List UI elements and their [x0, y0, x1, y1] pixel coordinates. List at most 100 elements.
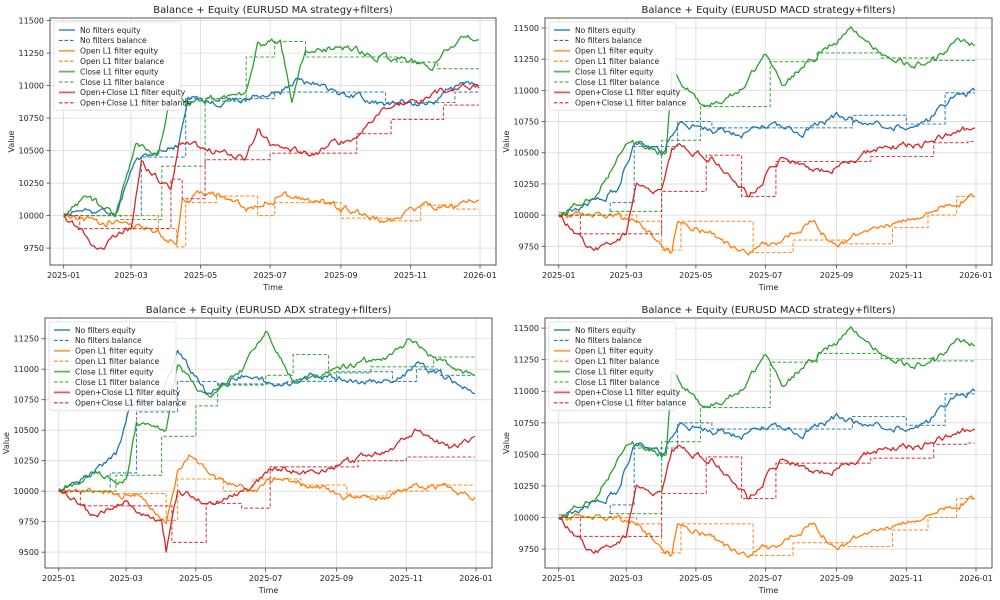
- legend-label: No filters balance: [75, 336, 142, 345]
- series-line-close-l1-filter-equity: [63, 34, 480, 218]
- x-tick-label: 2026-01: [459, 574, 492, 583]
- series-line-open-close-l1-filter-equity: [558, 427, 976, 554]
- y-tick-label: 9750: [519, 545, 539, 554]
- legend-item: No filters balance: [554, 36, 642, 45]
- x-tick-label: 2025-11: [394, 271, 427, 280]
- legend-label: Close L1 filter balance: [575, 378, 660, 387]
- x-tick-label: 2025-11: [890, 271, 923, 280]
- series-line-no-filters-balance: [63, 91, 479, 217]
- legend-label: No filters balance: [80, 36, 147, 45]
- legend-label: Open+Close L1 filter equity: [575, 388, 681, 397]
- legend-item: Open L1 filter balance: [554, 57, 659, 66]
- chart-title: Balance + Equity (EURUSD MACD strategy+f…: [641, 305, 895, 316]
- y-tick-label: 9500: [19, 548, 39, 557]
- x-tick-label: 2025-03: [609, 574, 642, 583]
- legend-label: No filters equity: [80, 26, 141, 35]
- x-tick-label: 2026-01: [959, 574, 992, 583]
- series-group: [63, 34, 480, 250]
- series-line-open-l1-filter-equity: [558, 193, 976, 256]
- legend-label: Open+Close L1 filter balance: [75, 399, 187, 408]
- legend-label: Open+Close L1 filter balance: [80, 99, 192, 108]
- series-line-open-close-l1-filter-balance: [58, 456, 475, 543]
- series-group: [558, 326, 976, 559]
- y-tick-label: 10250: [14, 457, 39, 466]
- series-line-no-filters-equity: [558, 87, 976, 218]
- y-tick-label: 10750: [514, 118, 539, 127]
- legend-label: Open L1 filter balance: [575, 357, 659, 366]
- x-tick-label: 2025-01: [542, 271, 575, 280]
- series-line-open-close-l1-filter-balance: [558, 442, 975, 537]
- subplot-0: Balance + Equity (EURUSD MA strategy+fil…: [7, 5, 497, 292]
- y-tick-label: 10000: [514, 211, 539, 220]
- x-tick-label: 2025-09: [320, 574, 353, 583]
- y-axis-label: Value: [2, 432, 11, 454]
- y-tick-label: 10500: [514, 450, 539, 459]
- legend-label: Open+Close L1 filter balance: [575, 99, 687, 108]
- y-axis-label: Value: [7, 130, 16, 152]
- x-tick-label: 2026-01: [959, 271, 992, 280]
- y-tick-label: 10250: [514, 482, 539, 491]
- legend-label: Open+Close L1 filter equity: [575, 88, 681, 97]
- y-tick-label: 11250: [514, 356, 539, 365]
- x-tick-label: 2025-01: [47, 271, 80, 280]
- legend-label: Close L1 filter balance: [575, 78, 660, 87]
- x-axis-label: Time: [758, 283, 779, 292]
- x-tick-label: 2025-07: [749, 271, 782, 280]
- series-line-open-l1-filter-balance: [63, 195, 479, 248]
- x-axis-label: Time: [758, 586, 779, 595]
- legend-item: Open L1 filter balance: [54, 357, 159, 366]
- x-tick-label: 2025-05: [679, 574, 712, 583]
- x-tick-label: 2025-09: [324, 271, 357, 280]
- x-tick-label: 2025-01: [42, 574, 75, 583]
- series-line-open-close-l1-filter-balance: [558, 140, 975, 235]
- legend-label: Close L1 filter balance: [75, 378, 160, 387]
- legend-item: No filters balance: [59, 36, 147, 45]
- legend-label: Open+Close L1 filter equity: [75, 388, 181, 397]
- x-tick-label: 2025-07: [253, 271, 286, 280]
- legend-item: No filters equity: [554, 326, 636, 335]
- y-tick-label: 11250: [514, 55, 539, 64]
- grid: [545, 318, 992, 568]
- axes-frame: [544, 17, 993, 266]
- legend-item: Open L1 filter balance: [554, 357, 659, 366]
- series-line-open-l1-filter-equity: [558, 495, 976, 559]
- x-tick-label: 2025-07: [749, 574, 782, 583]
- series-group: [558, 26, 976, 256]
- legend-label: Open L1 filter balance: [575, 57, 659, 66]
- legend-label: Close L1 filter equity: [80, 67, 159, 76]
- y-tick-label: 10000: [514, 513, 539, 522]
- axes-frame: [49, 17, 497, 266]
- x-tick-label: 2025-05: [679, 271, 712, 280]
- y-tick-label: 10250: [19, 179, 44, 188]
- legend-label: Open L1 filter balance: [75, 357, 159, 366]
- x-tick-label: 2025-05: [179, 574, 212, 583]
- y-tick-label: 10500: [14, 426, 39, 435]
- legend-item: Close L1 filter balance: [554, 78, 660, 87]
- series-line-close-l1-filter-balance: [558, 52, 975, 216]
- legend-label: Open L1 filter equity: [575, 347, 654, 356]
- legend-item: No filters equity: [554, 26, 636, 35]
- y-tick-label: 11500: [19, 17, 44, 26]
- series-line-close-l1-filter-equity: [558, 26, 976, 217]
- x-tick-label: 2025-03: [609, 271, 642, 280]
- series-line-close-l1-filter-equity: [558, 326, 976, 519]
- series-line-no-filters-balance: [58, 368, 475, 492]
- y-tick-label: 10750: [514, 419, 539, 428]
- chart-title: Balance + Equity (EURUSD MACD strategy+f…: [641, 5, 895, 16]
- y-tick-label: 10750: [19, 114, 44, 123]
- series-line-close-l1-filter-balance: [558, 352, 975, 519]
- legend-item: Close L1 filter balance: [54, 378, 160, 387]
- subplot-2: Balance + Equity (EURUSD ADX strategy+fi…: [2, 305, 493, 595]
- series-line-open-close-l1-filter-balance: [63, 104, 479, 230]
- legend-item: Close L1 filter equity: [554, 67, 654, 76]
- legend-label: Close L1 filter equity: [575, 367, 654, 376]
- legend-label: Open L1 filter equity: [575, 47, 654, 56]
- x-tick-label: 2025-03: [109, 574, 142, 583]
- subplot-3: Balance + Equity (EURUSD MACD strategy+f…: [502, 305, 993, 595]
- series-line-open-l1-filter-equity: [58, 454, 476, 525]
- y-axis-label: Value: [502, 130, 511, 152]
- legend-item: Open+Close L1 filter balance: [554, 399, 687, 408]
